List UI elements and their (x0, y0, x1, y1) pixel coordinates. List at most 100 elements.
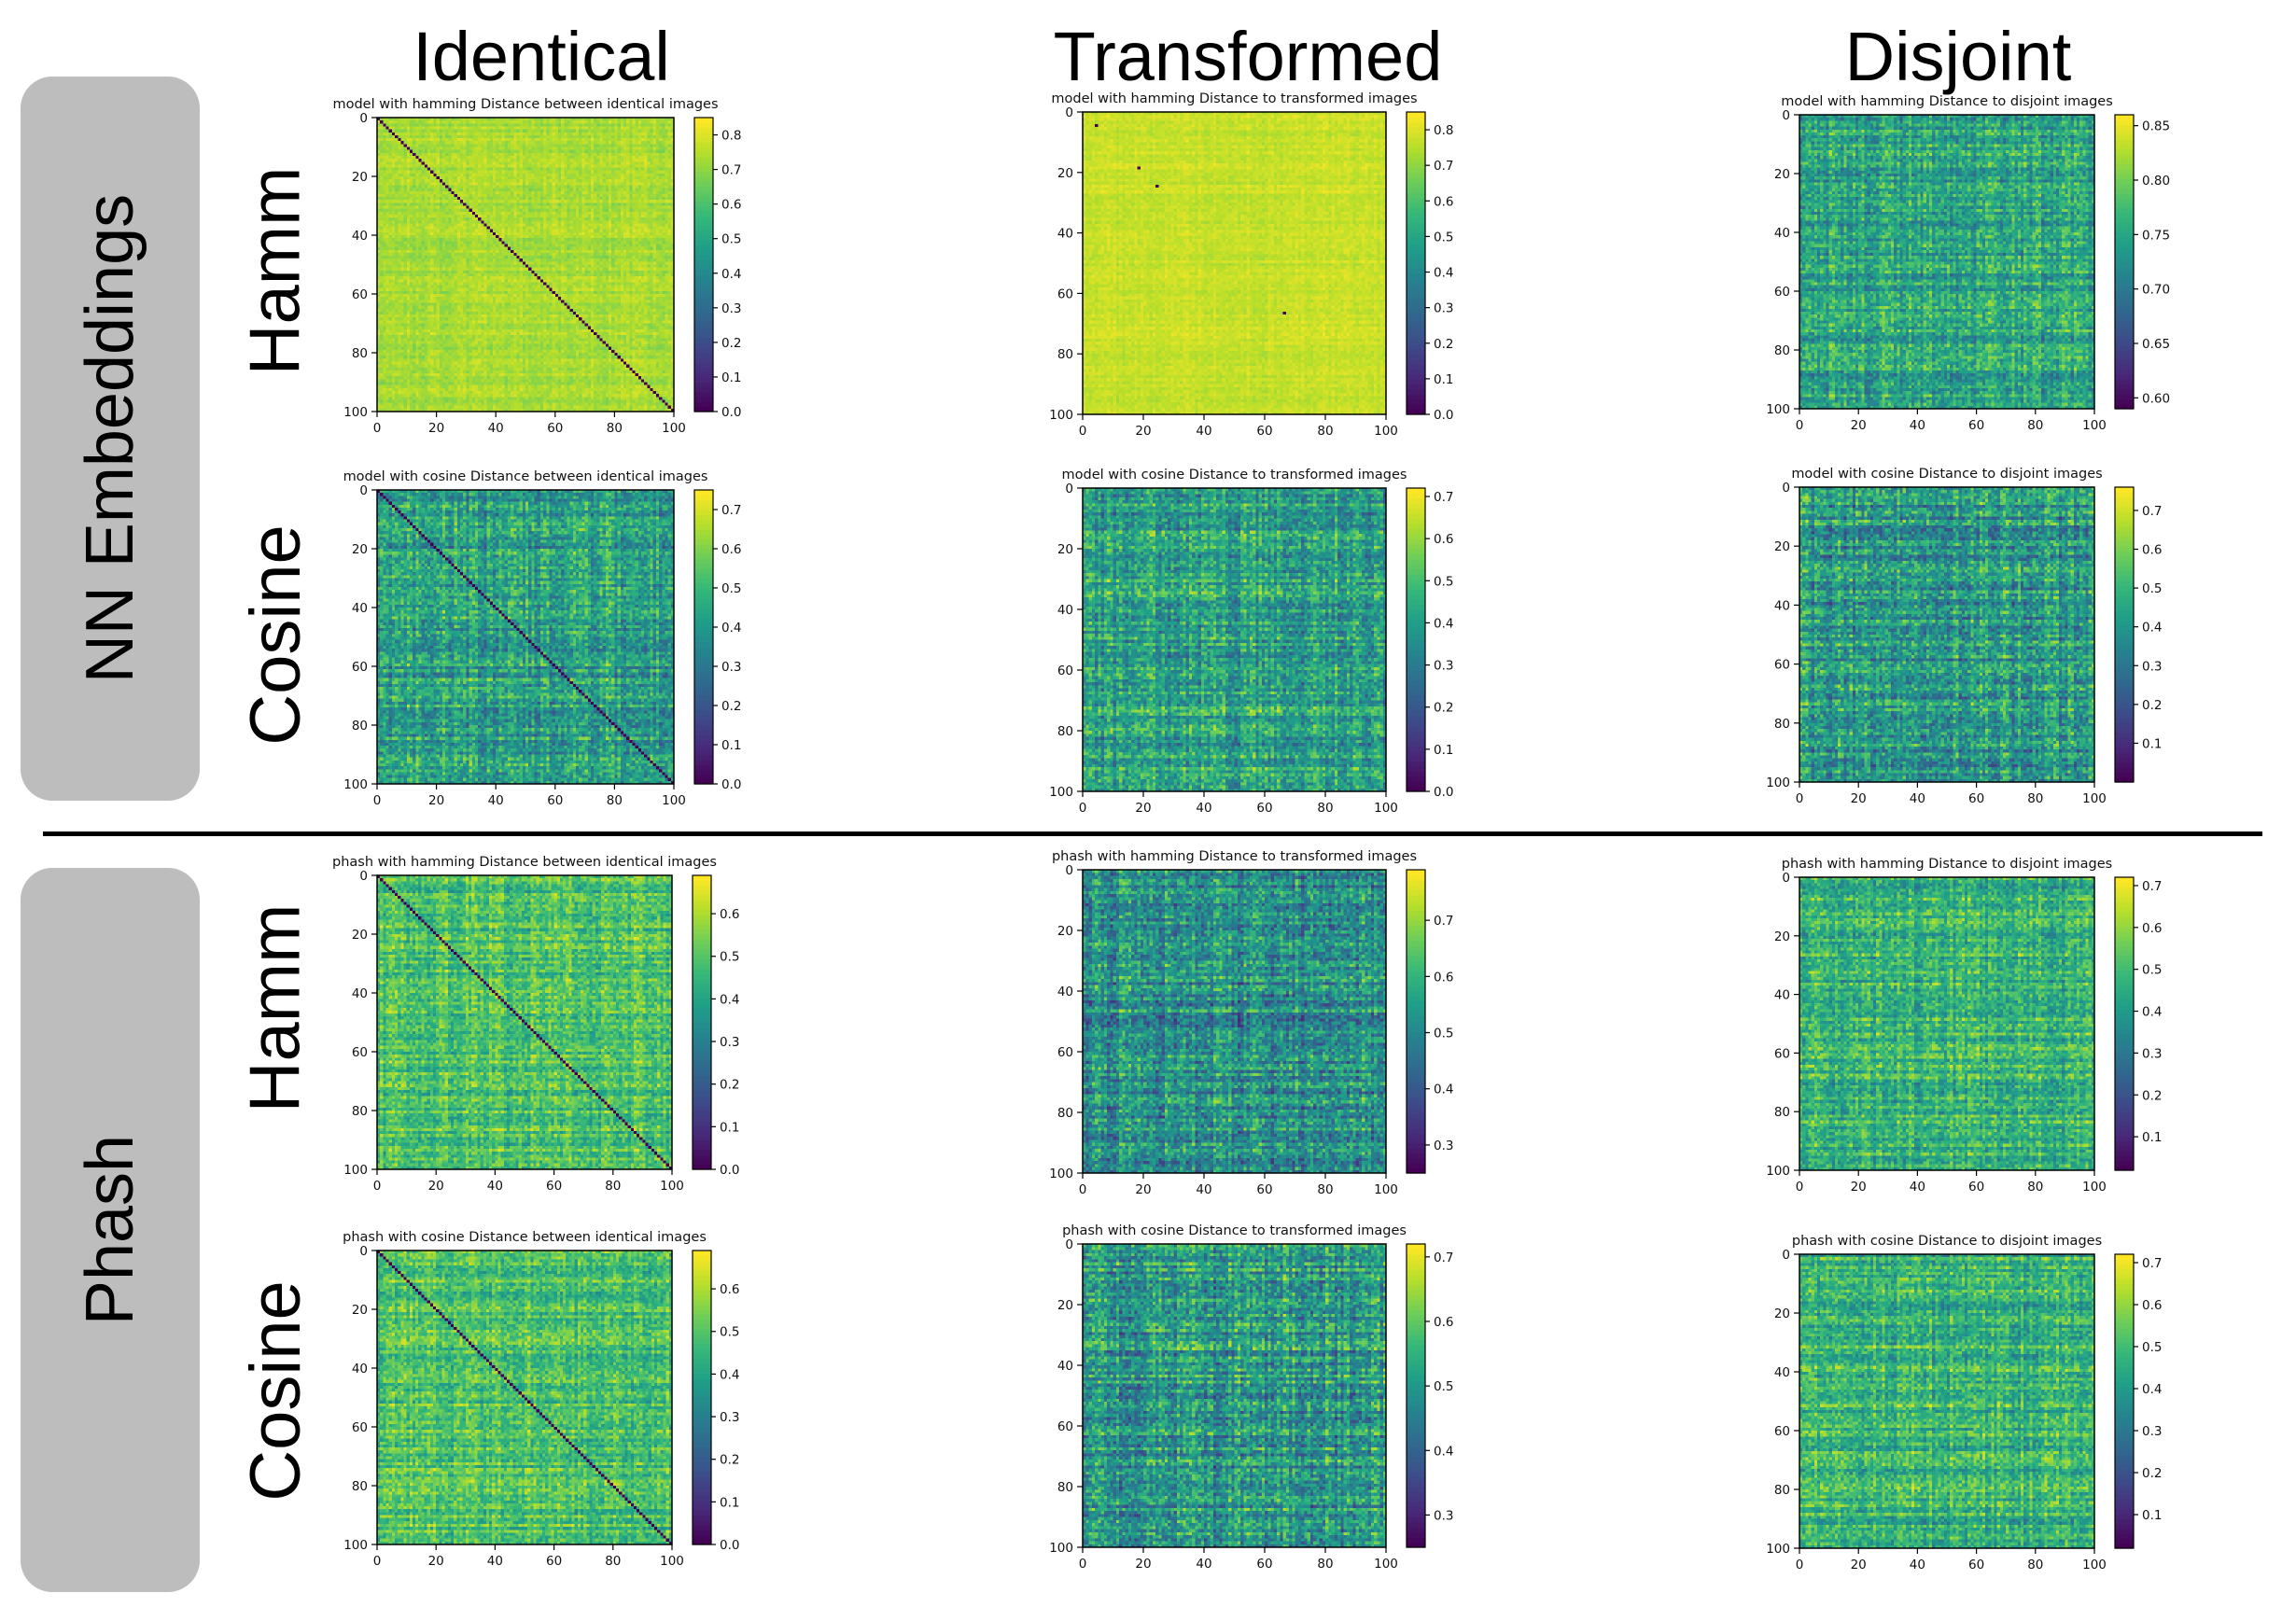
colorbar-segment (1407, 1122, 1425, 1128)
colorbar-segment (693, 1255, 711, 1262)
colorbar-segment (2115, 159, 2134, 165)
colorbar-segment (693, 1159, 711, 1166)
colorbar-segment (1407, 1071, 1425, 1078)
colorbar-segment (2115, 1155, 2134, 1162)
colorbar-segment (1407, 765, 1425, 772)
x-tick-label: 40 (1910, 418, 1925, 433)
colorbar-segment (694, 288, 713, 295)
colorbar-segment (1407, 1011, 1425, 1017)
colorbar-segment (2115, 1077, 2134, 1083)
colorbar-segment (2115, 590, 2134, 596)
colorbar-tick-label: 0.3 (1434, 1139, 1453, 1153)
colorbar-segment (694, 259, 713, 266)
colorbar-segment (1407, 121, 1425, 128)
colorbar-segment (2115, 320, 2134, 327)
y-tick-label: 60 (352, 287, 368, 302)
colorbar-segment (2115, 1298, 2134, 1305)
y-tick-label: 40 (352, 229, 368, 244)
colorbar-segment (1407, 247, 1425, 254)
colorbar-tick-label: 0.3 (720, 1410, 739, 1425)
colorbar-segment (694, 328, 713, 334)
colorbar-segment (2115, 1464, 2134, 1471)
colorbar-segment (2115, 1391, 2134, 1397)
colorbar-segment (2115, 609, 2134, 616)
colorbar-segment (1407, 1395, 1425, 1402)
y-tick-label: 0 (1065, 105, 1073, 120)
y-tick-label: 40 (1057, 985, 1073, 999)
x-tick-label: 100 (662, 421, 686, 436)
colorbar-segment (2115, 296, 2134, 302)
colorbar-segment (693, 1432, 711, 1438)
colorbar-segment (2115, 540, 2134, 547)
colorbar-segment (2115, 1125, 2134, 1132)
colorbar-segment (1407, 589, 1425, 595)
colorbar-segment (1407, 1036, 1425, 1042)
colorbar-segment (2115, 1097, 2134, 1103)
colorbar-segment (1407, 885, 1425, 891)
y-tick-label: 60 (1774, 658, 1790, 673)
x-tick-label: 60 (547, 421, 563, 436)
colorbar-segment (1407, 670, 1425, 677)
x-tick-label: 40 (1196, 1182, 1211, 1197)
colorbar-segment (1407, 323, 1425, 329)
colorbar-segment (1407, 1016, 1425, 1023)
colorbar-segment (693, 1519, 711, 1526)
colorbar-segment (694, 127, 713, 133)
colorbar-segment (1407, 127, 1425, 133)
x-tick-label: 0 (373, 793, 382, 808)
colorbar-segment (1407, 574, 1425, 580)
colorbar-segment (1407, 690, 1425, 696)
colorbar-segment (2115, 281, 2134, 287)
colorbar-segment (693, 1525, 711, 1530)
colorbar-segment (2115, 1484, 2134, 1490)
colorbar-segment (694, 382, 713, 388)
y-tick-label: 100 (343, 1538, 368, 1553)
x-tick-label: 80 (1317, 1557, 1333, 1572)
y-tick-label: 100 (343, 405, 368, 420)
colorbar-segment (2115, 1357, 2134, 1363)
colorbar-segment (1407, 278, 1425, 285)
colorbar-segment (694, 338, 713, 344)
colorbar-segment (2115, 600, 2134, 606)
colorbar-tick-label: 0.8 (1434, 123, 1453, 138)
colorbar-segment (2115, 1327, 2134, 1334)
colorbar-segment (1407, 1052, 1425, 1058)
colorbar-segment (1407, 735, 1425, 742)
colorbar-segment (2115, 580, 2134, 586)
colorbar-segment (1407, 1279, 1425, 1285)
y-tick-label: 0 (1782, 1248, 1790, 1263)
colorbar-segment (694, 249, 713, 256)
colorbar-segment (694, 676, 713, 682)
colorbar-tick-label: 0.3 (2142, 1046, 2162, 1061)
heatmap-cells (377, 875, 672, 1169)
colorbar-tick-label: 0.6 (721, 542, 741, 557)
colorbar-segment (694, 720, 713, 726)
y-tick-label: 100 (1049, 408, 1073, 423)
y-tick-label: 20 (1057, 166, 1073, 181)
colorbar-frame (1406, 869, 1426, 1174)
colorbar-segment (2115, 1455, 2134, 1461)
colorbar-segment (693, 909, 711, 915)
colorbar-segment (693, 895, 711, 901)
colorbar-segment (693, 1081, 711, 1087)
x-tick-label: 60 (1968, 1180, 1984, 1195)
colorbar-segment (2115, 501, 2134, 508)
colorbar-segment (2115, 1268, 2134, 1275)
colorbar-segment (693, 1002, 711, 1009)
colorbar-segment (2115, 168, 2134, 175)
colorbar-segment (693, 900, 711, 906)
colorbar-segment (1407, 1021, 1425, 1027)
colorbar-segment (693, 1407, 711, 1413)
colorbar-segment (2115, 242, 2134, 248)
colorbar-segment (1407, 1253, 1425, 1260)
colorbar-segment (2115, 678, 2134, 685)
y-tick-label: 80 (352, 1479, 368, 1494)
colorbar-tick-label: 0.7 (2142, 1256, 2162, 1271)
colorbar-segment (693, 1388, 711, 1393)
colorbar-segment (2115, 1337, 2134, 1344)
x-tick-label: 0 (1796, 1558, 1804, 1572)
x-tick-label: 40 (1196, 1557, 1211, 1572)
colorbar-frame (2114, 876, 2135, 1171)
x-tick-label: 20 (1851, 791, 1867, 806)
colorbar-segment (693, 1539, 711, 1545)
